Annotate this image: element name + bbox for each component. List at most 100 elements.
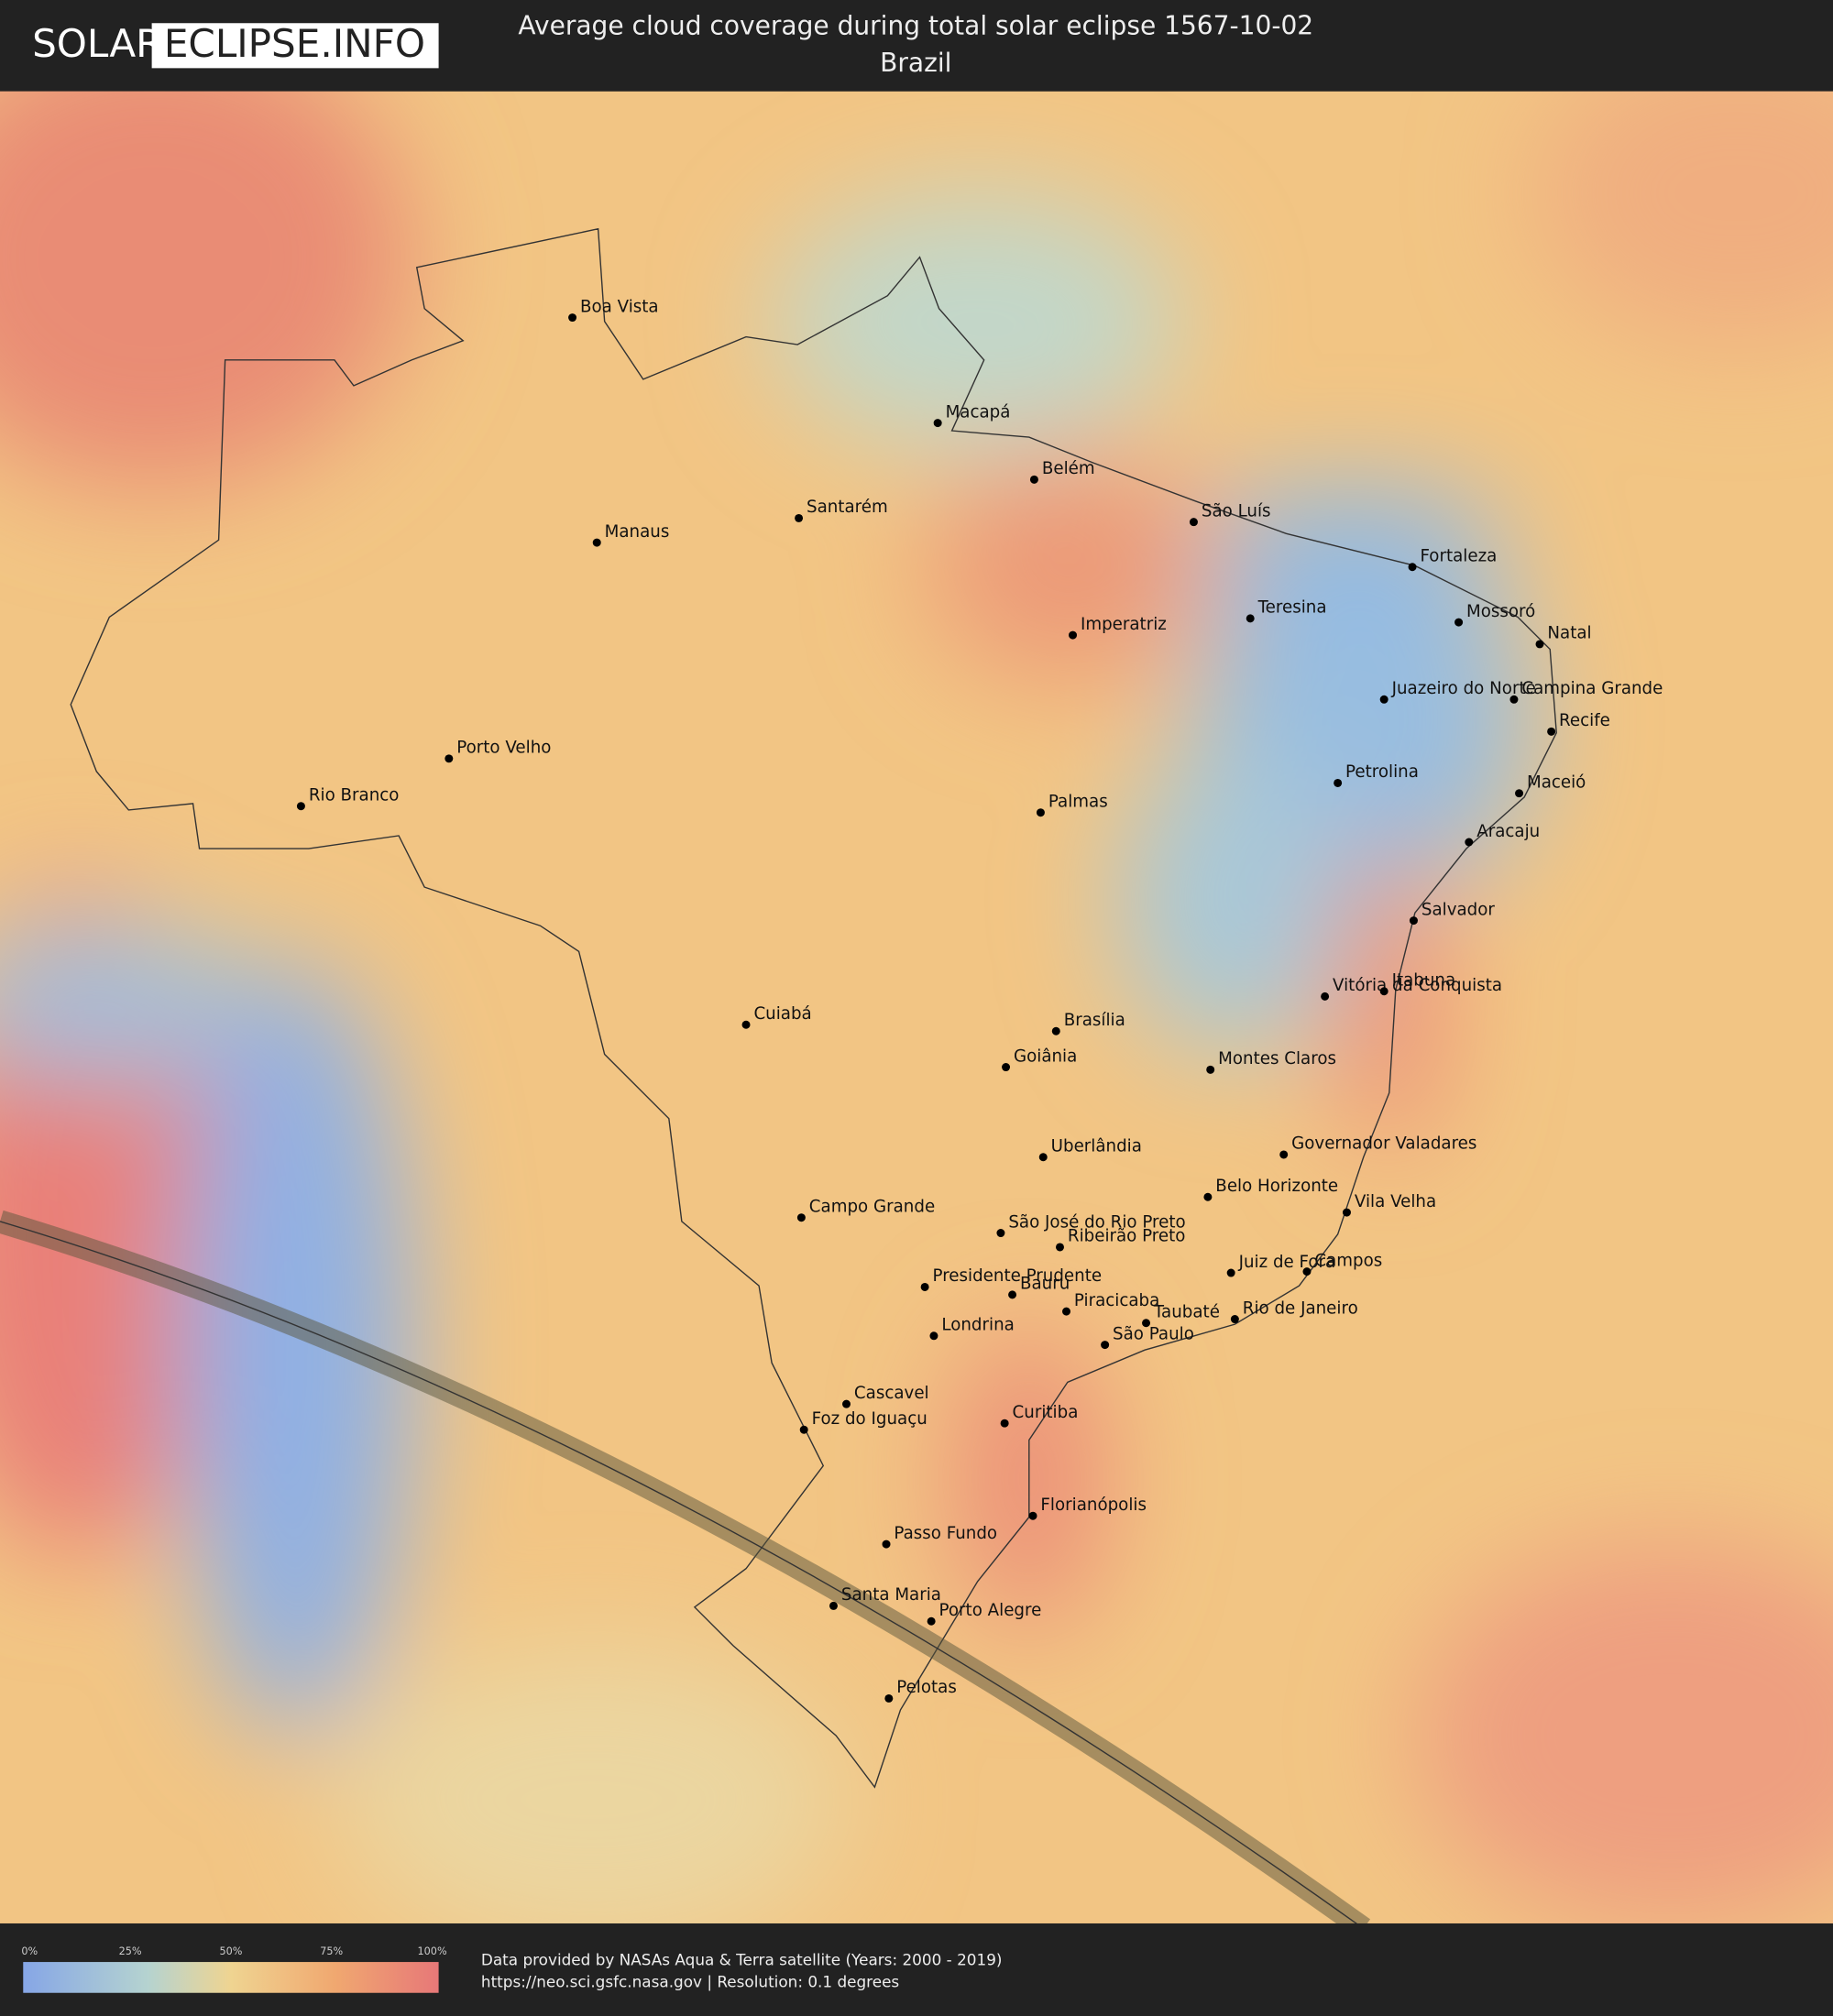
city-dot	[1051, 1026, 1060, 1035]
city-label: Itabuna	[1392, 971, 1456, 991]
city-dot	[1334, 778, 1343, 787]
city-dot	[1101, 1341, 1110, 1350]
city-label: São José do Rio Preto	[1008, 1212, 1185, 1232]
city-label: Passo Fundo	[894, 1524, 997, 1543]
city-label: Imperatriz	[1081, 615, 1167, 634]
city-dot	[1029, 475, 1038, 484]
city-dot	[933, 419, 942, 428]
city-label: Fortaleza	[1420, 547, 1497, 566]
city-label: Cuiabá	[753, 1004, 811, 1024]
city-label: Florianópolis	[1040, 1496, 1147, 1515]
city-dot	[1000, 1419, 1009, 1428]
city-label: Rio Branco	[309, 785, 400, 805]
city-dot	[1002, 1063, 1011, 1072]
city-label: Governador Valadares	[1291, 1134, 1476, 1154]
city-dot	[1189, 518, 1198, 527]
city-label: Juazeiro do Norte	[1391, 679, 1536, 698]
subtitle: Brazil	[880, 48, 951, 78]
scale-tick-label: 100%	[418, 1945, 447, 1957]
city-label: Campina Grande	[1521, 679, 1663, 698]
city-label: Rio de Janeiro	[1243, 1298, 1358, 1318]
city-label: Presidente Prudente	[933, 1266, 1103, 1286]
city-label: Pelotas	[896, 1678, 957, 1697]
city-dot	[1206, 1065, 1215, 1074]
city-label: Teresina	[1257, 598, 1327, 618]
city-label: Londrina	[941, 1316, 1014, 1335]
source: https://neo.sci.gsfc.nasa.gov | Resoluti…	[481, 1973, 899, 1991]
logo-text: ECLIPSE.INFO	[164, 21, 425, 66]
city-label: Natal	[1547, 624, 1591, 643]
city-dot	[1535, 640, 1544, 649]
city-label: Porto Alegre	[939, 1601, 1042, 1620]
city-label: Santarém	[807, 498, 888, 517]
city-dot	[1379, 695, 1388, 704]
city-dot	[1379, 987, 1388, 996]
country-outline	[70, 227, 1557, 1789]
city-dot	[1408, 563, 1417, 572]
city-dot	[1279, 1150, 1289, 1159]
city-dot	[1038, 1153, 1048, 1162]
city-label: Uberlândia	[1051, 1137, 1142, 1156]
city-dot	[296, 802, 305, 811]
city-dot	[1028, 1511, 1037, 1520]
city-dot	[1056, 1243, 1064, 1252]
city-dot	[996, 1229, 1005, 1238]
city-dot	[1246, 614, 1255, 623]
city-label: Piracicaba	[1074, 1291, 1159, 1310]
city-dot	[882, 1539, 891, 1549]
eclipse-centerline	[0, 1221, 1358, 1923]
city-dot	[1409, 916, 1418, 926]
city-label: Taubaté	[1153, 1303, 1220, 1322]
city-dot	[1321, 992, 1330, 1001]
city-dot	[1302, 1267, 1312, 1276]
city-dot	[1454, 618, 1464, 627]
city-label: Campo Grande	[809, 1197, 935, 1216]
city-label: Juiz de Fora	[1238, 1253, 1336, 1272]
scale-tick-label: 25%	[119, 1945, 142, 1957]
city-dot	[1509, 695, 1519, 704]
city-dot	[1226, 1268, 1235, 1277]
city-dot	[568, 313, 577, 323]
city-label: Petrolina	[1345, 762, 1419, 782]
scale-tick-label: 0%	[21, 1945, 38, 1957]
cities: Boa Vista Macapá Belém Santarém Manaus São Lu…	[296, 297, 1663, 1703]
title: Average cloud coverage during total sola…	[518, 10, 1313, 40]
city-dot	[796, 1213, 806, 1222]
city-label: Bauru	[1020, 1275, 1070, 1294]
city-dot	[884, 1693, 894, 1703]
city-label: Maceió	[1527, 772, 1586, 792]
city-label: Goiânia	[1014, 1046, 1077, 1066]
city-label: Campos	[1314, 1251, 1382, 1270]
color-scale	[23, 1962, 439, 1993]
city-dot	[829, 1601, 838, 1610]
scale-tick-label: 75%	[320, 1945, 343, 1957]
city-label: Aracaju	[1476, 822, 1540, 841]
city-dot	[842, 1399, 851, 1408]
logo-box	[151, 23, 439, 69]
city-label: Curitiba	[1013, 1403, 1079, 1422]
city-dot	[1069, 630, 1078, 640]
city-dot	[799, 1425, 808, 1434]
city-label: Manaus	[605, 522, 670, 542]
city-label: Santa Maria	[841, 1585, 941, 1605]
city-dot	[1008, 1290, 1017, 1299]
city-dot	[920, 1282, 929, 1291]
city-label: Foz do Iguaçu	[812, 1409, 927, 1429]
city-label: Boa Vista	[580, 297, 659, 316]
city-dot	[795, 513, 804, 522]
logo-text: SOLAR	[32, 21, 162, 66]
city-dot	[445, 754, 454, 763]
city-dot	[1036, 808, 1045, 817]
city-label: Montes Claros	[1218, 1049, 1336, 1068]
city-label: Palmas	[1048, 793, 1108, 812]
city-dot	[1465, 838, 1474, 847]
city-dot	[1230, 1315, 1239, 1324]
city-label: Vitória da Conquista	[1333, 976, 1502, 995]
city-label: Brasília	[1064, 1011, 1125, 1030]
city-label: Belém	[1042, 459, 1095, 478]
scale-ticks: 0% 25% 50% 75% 100%	[21, 1945, 447, 1957]
city-dot	[1142, 1319, 1151, 1328]
city-label: Cascavel	[854, 1384, 929, 1403]
